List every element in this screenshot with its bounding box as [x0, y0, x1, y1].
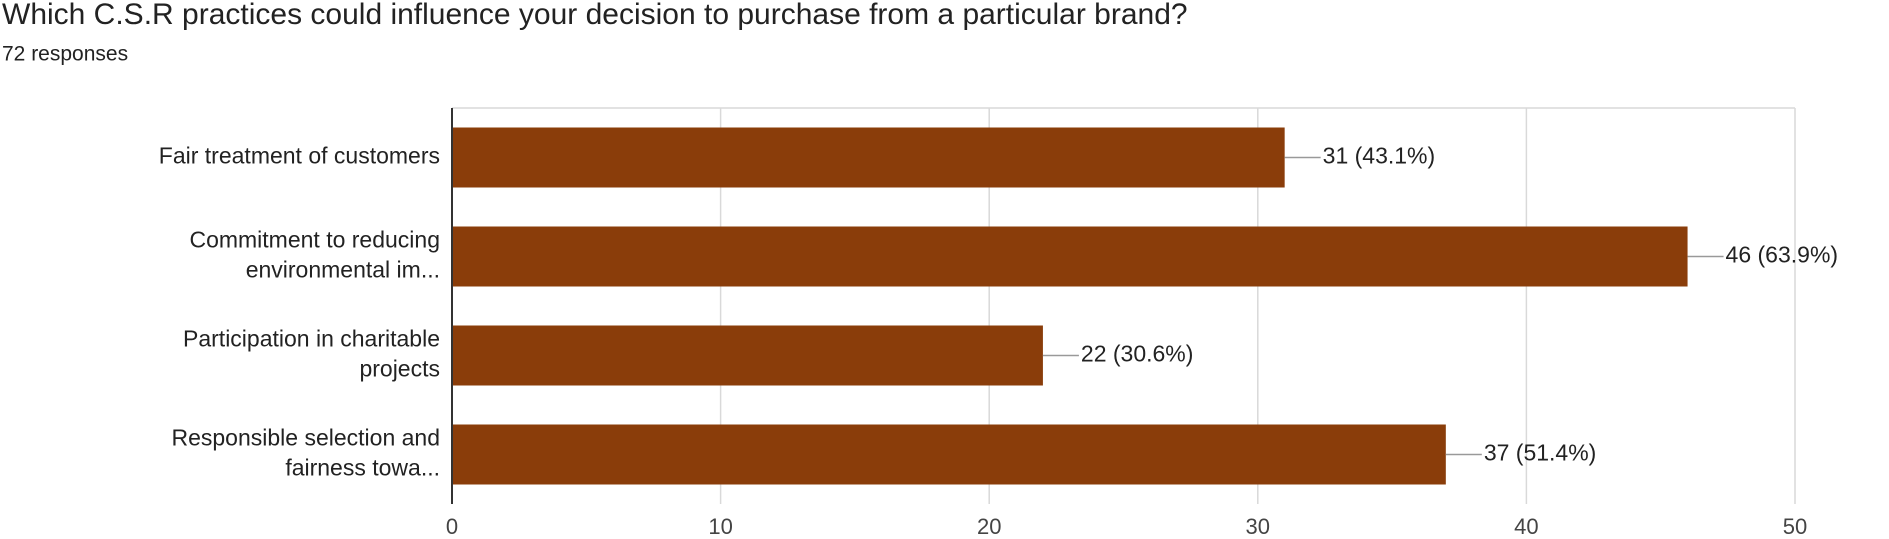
- bar: [452, 424, 1446, 485]
- value-label: 46 (63.9%): [1726, 242, 1839, 268]
- x-tick-label: 20: [977, 514, 1001, 539]
- value-label: 37 (51.4%): [1484, 440, 1597, 466]
- bar: [452, 226, 1688, 287]
- y-tick-label: Responsible selection and: [171, 425, 440, 451]
- y-tick-label: Fair treatment of customers: [159, 143, 440, 169]
- y-tick-label: Commitment to reducing: [189, 227, 440, 253]
- bar: [452, 325, 1043, 386]
- bar: [452, 127, 1285, 188]
- y-tick-label: fairness towa...: [285, 455, 440, 481]
- y-tick-label: environmental im...: [246, 257, 440, 283]
- value-label: 22 (30.6%): [1081, 341, 1194, 367]
- x-tick-label: 0: [446, 514, 458, 539]
- value-label: 31 (43.1%): [1323, 143, 1436, 169]
- x-tick-label: 40: [1514, 514, 1538, 539]
- chart-title: Which C.S.R practices could influence yo…: [2, 0, 1188, 31]
- x-tick-label: 50: [1783, 514, 1807, 539]
- chart-subtitle: 72 responses: [2, 43, 128, 66]
- x-tick-label: 30: [1246, 514, 1270, 539]
- y-tick-label: Participation in charitable: [183, 326, 440, 352]
- x-tick-label: 10: [708, 514, 732, 539]
- y-tick-label: projects: [359, 356, 440, 382]
